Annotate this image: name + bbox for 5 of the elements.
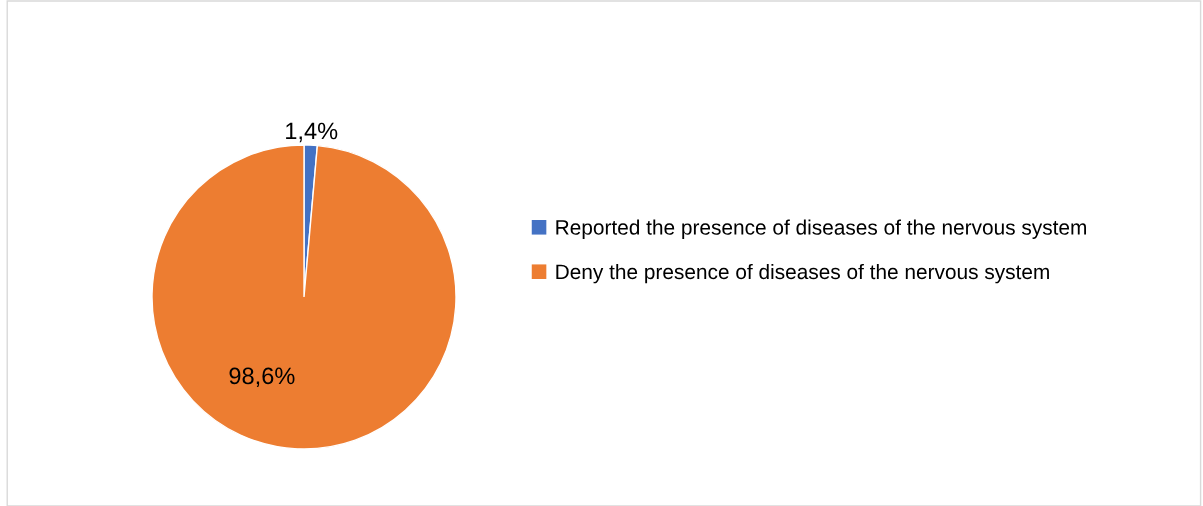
legend-label: Deny the presence of diseases of the nervous system bbox=[556, 263, 1049, 284]
data-label: 1,4% bbox=[286, 122, 338, 143]
data-label: 98,6% bbox=[229, 367, 295, 388]
pie-slice bbox=[151, 144, 457, 450]
legend-label: Reported the presence of diseases of the nervous system bbox=[556, 219, 1086, 239]
